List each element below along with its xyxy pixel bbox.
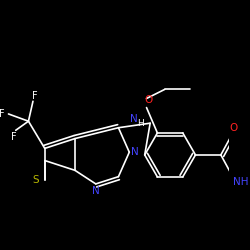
Text: F: F <box>32 91 38 101</box>
Text: 2: 2 <box>249 181 250 190</box>
Text: N: N <box>131 147 138 157</box>
Text: N: N <box>92 186 100 196</box>
Text: N: N <box>130 114 138 124</box>
Text: H: H <box>137 119 144 128</box>
Text: F: F <box>11 132 17 141</box>
Text: O: O <box>230 123 238 133</box>
Text: O: O <box>144 95 152 105</box>
Text: F: F <box>0 109 5 119</box>
Text: S: S <box>33 175 39 185</box>
Text: NH: NH <box>233 177 248 187</box>
